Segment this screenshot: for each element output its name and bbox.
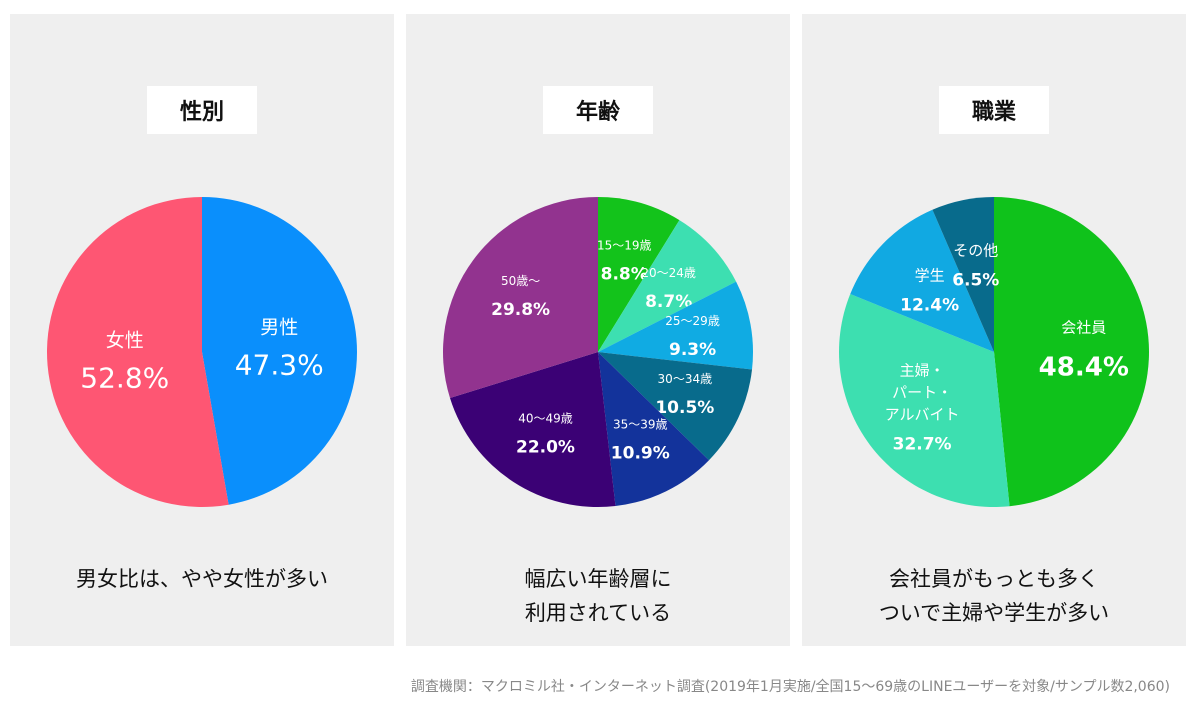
- slice-label: 学生: [915, 267, 945, 285]
- pie-slice: [46, 197, 229, 507]
- pie-slice: [598, 220, 737, 352]
- slice-value: 6.5%: [952, 270, 999, 290]
- occupation-title: 職業: [939, 86, 1049, 134]
- slice-label: 50歳～: [501, 274, 540, 288]
- slice-label: アルバイト: [885, 405, 960, 423]
- slice-label: 40～49歳: [518, 411, 573, 425]
- age-title: 年齢: [543, 86, 653, 134]
- age-pie-chart: 15～19歳 8.8%20～24歳 8.7% 25～29歳 9.3% 30～34歳 10.5…: [443, 197, 753, 508]
- slice-value: 22.0%: [516, 437, 575, 457]
- occupation-panel: 職業 会社員 48.4% 主婦・パート・アルバイト 32.7% 学生 12.4% その他 6.…: [802, 14, 1186, 646]
- pie-slice: [850, 209, 994, 352]
- pie-slice: [598, 352, 709, 507]
- slice-label: 男性: [260, 316, 298, 338]
- gender-pie-chart: 男性 47.3% 女性 52.8%: [46, 197, 357, 507]
- slice-label: 女性: [106, 330, 144, 352]
- pie-slice: [839, 294, 1010, 507]
- pie-slice: [449, 352, 616, 508]
- occupation-pie-chart: 会社員 48.4% 主婦・パート・アルバイト 32.7% 学生 12.4% その他 6.5%: [839, 197, 1149, 507]
- occupation-caption-line-2: ついで主婦や学生が多い: [878, 601, 1110, 625]
- slice-value: 47.3%: [235, 348, 324, 381]
- pie-slice: [932, 197, 994, 352]
- slice-label: 25～29歳: [665, 314, 720, 328]
- age-caption-line-1: 幅広い年齢層に: [524, 567, 672, 591]
- slice-value: 10.9%: [611, 443, 670, 463]
- pie-slice: [598, 352, 753, 461]
- slice-label: 35～39歳: [613, 417, 668, 431]
- pie-slice: [443, 197, 598, 399]
- slice-value: 9.3%: [669, 340, 716, 360]
- slice-label: その他: [953, 241, 998, 259]
- age-panel: 年齢 15～19歳 8.8% 20～24歳 8.7% 25～29歳 9.3% 30～34歳 1…: [406, 14, 790, 646]
- slice-value: 32.7%: [893, 434, 952, 454]
- slice-value: 29.8%: [491, 300, 550, 320]
- slice-label: 30～34歳: [658, 372, 713, 386]
- slice-value: 8.8%: [601, 265, 648, 285]
- gender-panel: 性別 男性 47.3% 女性 52.8% 男女比は、やや女性が多い: [10, 14, 394, 646]
- slice-label: パート・: [892, 383, 952, 401]
- slice-label: 15～19歳: [597, 239, 652, 253]
- pie-slice: [598, 281, 753, 370]
- occupation-caption-line-1: 会社員がもっとも多く: [889, 567, 1099, 591]
- gender-title: 性別: [147, 86, 257, 134]
- pie-slice: [202, 197, 357, 505]
- slice-value: 12.4%: [900, 296, 959, 316]
- pie-slice: [598, 197, 680, 352]
- survey-source-note: 調査機関：マクロミル社・インターネット調査(2019年1月実施/全国15～69歳…: [410, 679, 1170, 695]
- gender-caption: 男女比は、やや女性が多い: [10, 562, 394, 596]
- age-caption: 幅広い年齢層に 利用されている: [406, 562, 790, 630]
- slice-value: 10.5%: [655, 398, 714, 418]
- pie-slice: [994, 197, 1149, 507]
- slice-label: 主婦・: [900, 361, 945, 379]
- slice-label: 20～24歳: [641, 266, 696, 280]
- gender-caption-line: 男女比は、やや女性が多い: [76, 567, 328, 591]
- age-caption-line-2: 利用されている: [524, 601, 672, 625]
- slice-label: 会社員: [1061, 318, 1106, 336]
- slice-value: 48.4%: [1039, 352, 1129, 382]
- slice-value: 52.8%: [80, 362, 169, 395]
- slice-value: 8.7%: [645, 292, 692, 312]
- occupation-caption: 会社員がもっとも多く ついで主婦や学生が多い: [802, 562, 1186, 630]
